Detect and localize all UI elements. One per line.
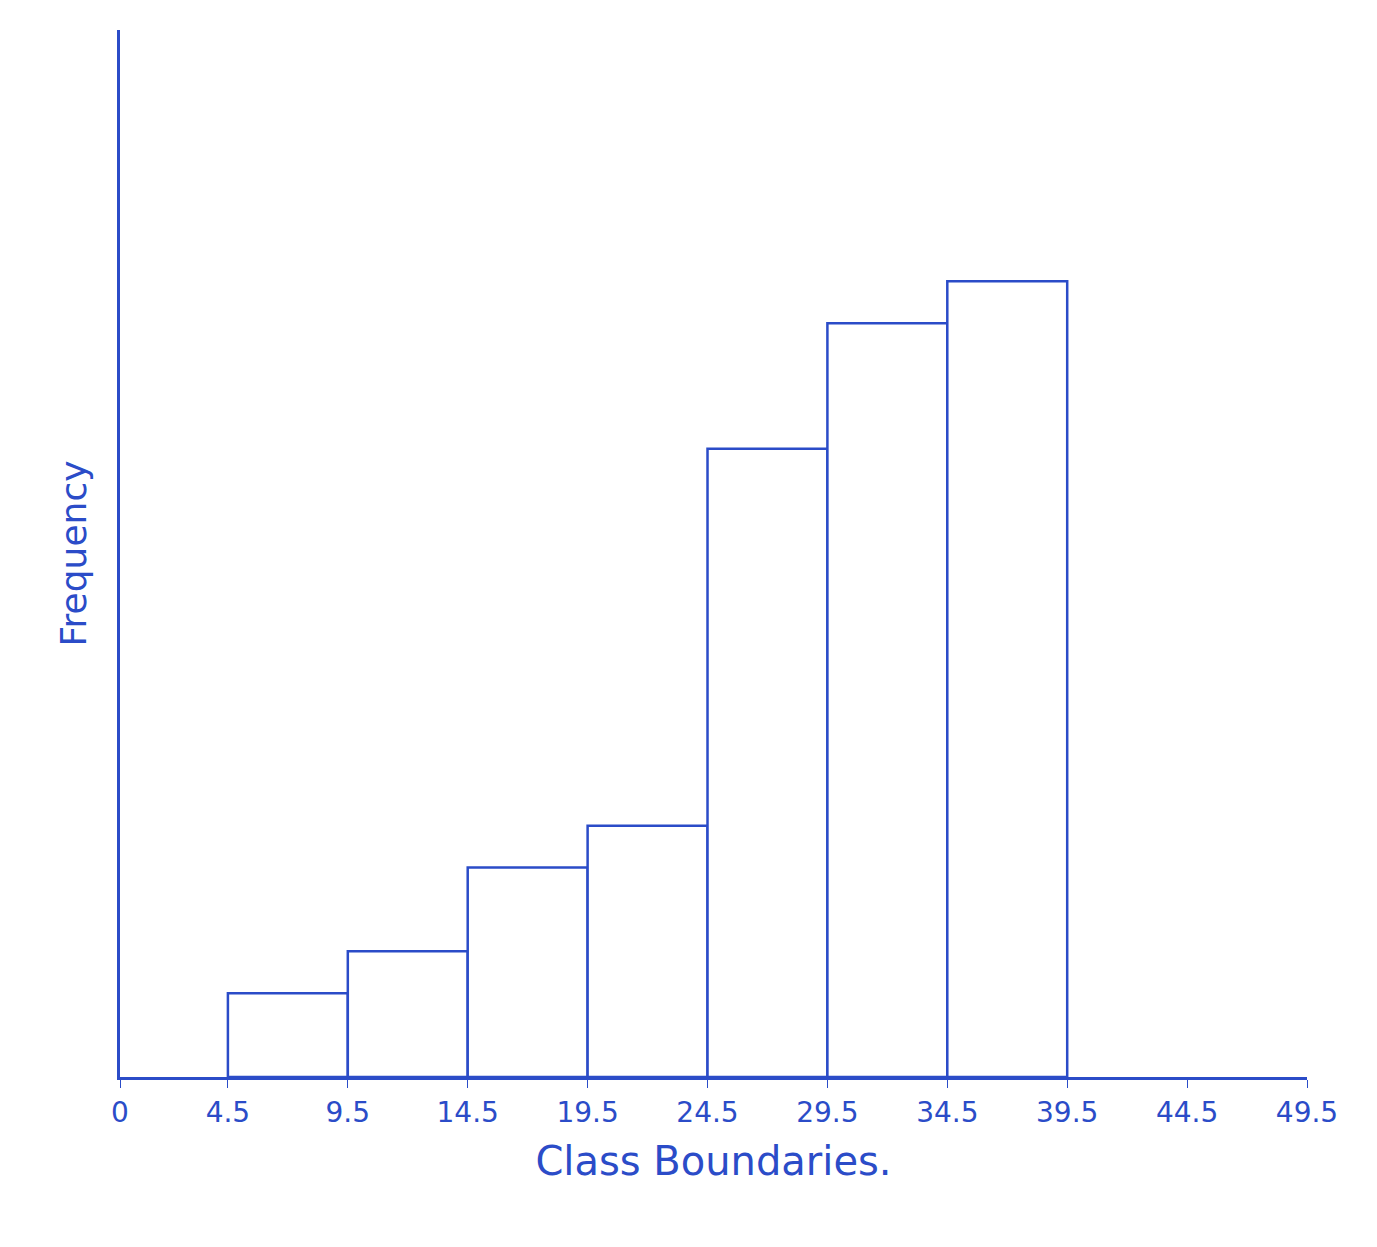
svg-text:34.5: 34.5 — [916, 1096, 978, 1129]
svg-text:Class Boundaries.: Class Boundaries. — [535, 1138, 891, 1184]
svg-text:39.5: 39.5 — [1036, 1096, 1098, 1129]
svg-text:0: 0 — [111, 1096, 129, 1129]
svg-text:29.5: 29.5 — [796, 1096, 858, 1129]
svg-text:9.5: 9.5 — [326, 1096, 371, 1129]
svg-text:24.5: 24.5 — [676, 1096, 738, 1129]
svg-text:19.5: 19.5 — [556, 1096, 618, 1129]
svg-text:4.5: 4.5 — [206, 1096, 251, 1129]
svg-text:44.5: 44.5 — [1156, 1096, 1218, 1129]
svg-text:49.5: 49.5 — [1276, 1096, 1338, 1129]
svg-text:14.5: 14.5 — [437, 1096, 499, 1129]
svg-text:Frequency: Frequency — [53, 461, 94, 647]
